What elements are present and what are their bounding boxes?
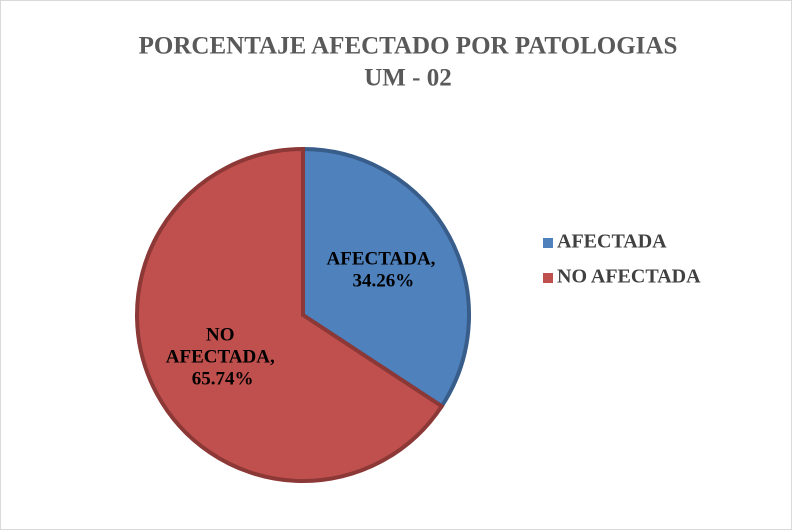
data-label: AFECTADA, 34.26% xyxy=(327,249,441,292)
legend-label: AFECTADA xyxy=(557,231,667,253)
data-label: NO AFECTADA, 65.74% xyxy=(166,325,280,390)
chart-title: PORCENTAJE AFECTADO POR PATOLOGIAS xyxy=(139,33,678,60)
legend-label: NO AFECTADA xyxy=(557,266,701,288)
legend-swatch xyxy=(543,273,553,283)
pie-slice xyxy=(135,146,445,483)
chart-subtitle: UM - 02 xyxy=(364,65,451,92)
legend-swatch xyxy=(543,238,553,248)
